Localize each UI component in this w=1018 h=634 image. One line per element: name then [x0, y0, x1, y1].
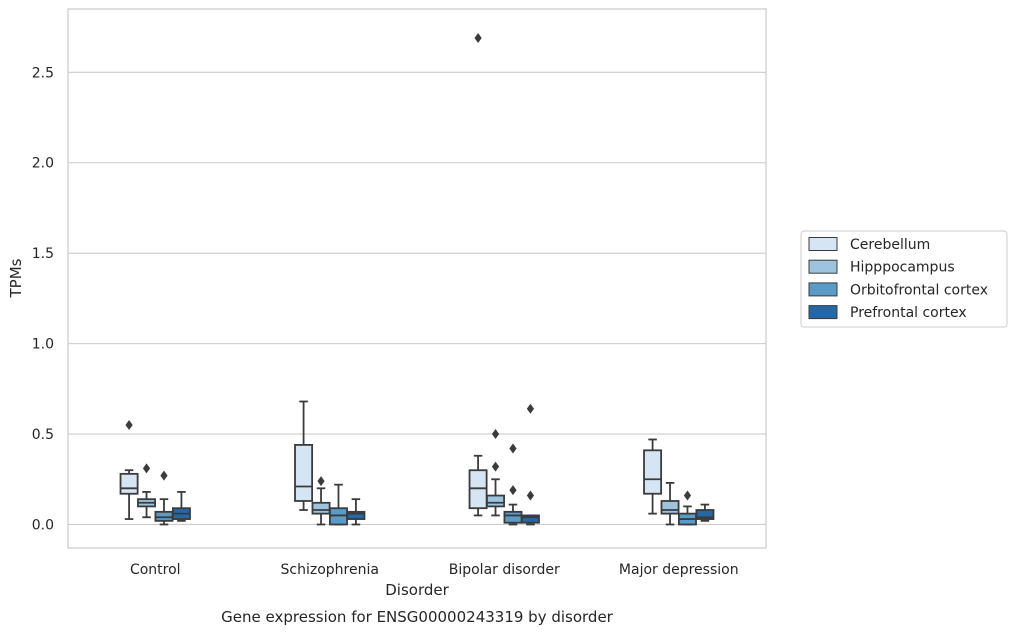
box-body — [503, 510, 523, 524]
box-prefrontal-cortex — [346, 498, 366, 526]
box-orbitofrontal-cortex — [154, 470, 174, 526]
legend-label: Prefrontal cortex — [850, 305, 967, 321]
y-tick-label: 2.5 — [32, 65, 54, 81]
box-hipppocampus — [660, 481, 680, 526]
outlier-point — [526, 490, 535, 501]
outlier-point — [474, 32, 482, 43]
outlier-point — [491, 429, 500, 440]
outlier-point — [160, 470, 168, 481]
legend-swatch — [808, 282, 838, 297]
legend-label: Hipppocampus — [850, 260, 955, 276]
box-body — [294, 444, 314, 502]
box-hipppocampus — [137, 463, 156, 519]
y-axis-label: TPMs — [7, 258, 25, 298]
box-cerebellum — [294, 400, 314, 511]
box-hipppocampus — [311, 476, 331, 526]
y-tick-label: 1.0 — [32, 337, 54, 353]
legend-swatch — [808, 305, 838, 320]
legend-label: Orbitofrontal cortex — [850, 282, 988, 298]
box-body — [154, 510, 174, 522]
outlier-point — [509, 485, 517, 496]
x-axis-ticks: Control Schizophrenia Bipolar disorder Majo… — [130, 562, 739, 578]
legend-swatch — [808, 259, 838, 274]
box-cerebellum — [643, 438, 663, 515]
box-orbitofrontal-cortex — [678, 490, 697, 526]
box-body — [119, 472, 139, 495]
box-prefrontal-cortex — [695, 503, 715, 522]
gridlines — [68, 71, 766, 526]
y-tick-label: 0.5 — [32, 427, 54, 443]
box-cerebellum — [468, 32, 488, 517]
y-axis-ticks: 0.0 0.5 1.0 1.5 2.0 2.5 — [32, 65, 54, 533]
box-prefrontal-cortex — [171, 491, 191, 522]
legend-label: Cerebellum — [850, 237, 930, 253]
outlier-point — [125, 420, 133, 431]
y-tick-label: 2.0 — [32, 156, 54, 172]
outlier-point — [491, 461, 500, 472]
legend: Cerebellum Hipppocampus Orbitofrontal cort… — [800, 230, 1008, 328]
x-tick-label: Major depression — [619, 562, 739, 578]
box-hipppocampus — [486, 429, 505, 517]
box-body — [468, 469, 488, 510]
boxes — [119, 32, 715, 526]
box-body — [486, 494, 505, 508]
box-body — [695, 509, 715, 520]
plot-area-frame — [67, 8, 767, 549]
outlier-point — [509, 443, 517, 454]
box-body — [346, 510, 366, 520]
chart-caption: Gene expression for ENSG00000243319 by d… — [221, 608, 614, 626]
x-tick-label: Schizophrenia — [281, 562, 379, 578]
outlier-point — [683, 490, 692, 501]
y-tick-label: 0.0 — [32, 517, 54, 533]
box-body — [520, 514, 540, 524]
x-tick-label: Bipolar disorder — [449, 562, 560, 578]
legend-frame — [800, 230, 1008, 328]
box-body — [329, 507, 348, 526]
box-orbitofrontal-cortex — [329, 483, 348, 526]
x-tick-label: Control — [130, 562, 181, 578]
outlier-point — [317, 476, 325, 487]
box-cerebellum — [119, 420, 139, 520]
box-body — [643, 449, 663, 495]
legend-entries: Cerebellum Hipppocampus Orbitofrontal cort… — [808, 237, 988, 321]
x-axis-label: Disorder — [385, 581, 449, 599]
box-prefrontal-cortex — [520, 403, 540, 526]
box-body — [660, 500, 680, 515]
outlier-point — [142, 463, 151, 474]
box-orbitofrontal-cortex — [503, 443, 523, 526]
y-tick-label: 1.5 — [32, 246, 54, 262]
outlier-point — [526, 403, 535, 414]
legend-swatch — [808, 237, 838, 251]
box-body — [311, 501, 331, 515]
